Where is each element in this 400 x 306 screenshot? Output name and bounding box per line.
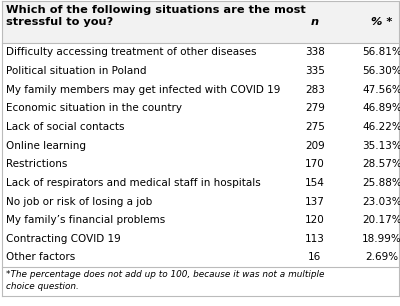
Text: 16: 16 [308, 252, 322, 263]
Text: 120: 120 [305, 215, 325, 225]
Text: 113: 113 [305, 234, 325, 244]
Text: No job or risk of losing a job: No job or risk of losing a job [6, 196, 153, 207]
Text: 56.81%: 56.81% [362, 47, 400, 57]
Text: 20.17%: 20.17% [362, 215, 400, 225]
Text: Economic situation in the country: Economic situation in the country [6, 103, 182, 113]
Text: Online learning: Online learning [6, 140, 86, 151]
Text: My family’s financial problems: My family’s financial problems [6, 215, 166, 225]
Text: 283: 283 [305, 84, 325, 95]
Text: 46.89%: 46.89% [362, 103, 400, 113]
Text: Which of the following situations are the most
stressful to you?: Which of the following situations are th… [6, 5, 306, 28]
Text: Contracting COVID 19: Contracting COVID 19 [6, 234, 121, 244]
Text: Other factors: Other factors [6, 252, 76, 263]
Text: 279: 279 [305, 103, 325, 113]
Text: 46.22%: 46.22% [362, 122, 400, 132]
Text: Restrictions: Restrictions [6, 159, 68, 169]
Text: Lack of respirators and medical staff in hospitals: Lack of respirators and medical staff in… [6, 178, 261, 188]
Text: 47.56%: 47.56% [362, 84, 400, 95]
Text: 18.99%: 18.99% [362, 234, 400, 244]
Text: My family members may get infected with COVID 19: My family members may get infected with … [6, 84, 281, 95]
Text: *The percentage does not add up to 100, because it was not a multiple
choice que: *The percentage does not add up to 100, … [6, 270, 325, 291]
Bar [2, 1, 399, 43]
Text: 338: 338 [305, 47, 325, 57]
Text: Lack of social contacts: Lack of social contacts [6, 122, 125, 132]
Text: Difficulty accessing treatment of other diseases: Difficulty accessing treatment of other … [6, 47, 257, 57]
Text: 209: 209 [305, 140, 325, 151]
Text: 35.13%: 35.13% [362, 140, 400, 151]
Text: 335: 335 [305, 66, 325, 76]
Text: 154: 154 [305, 178, 325, 188]
Text: n: n [311, 17, 319, 27]
Text: 275: 275 [305, 122, 325, 132]
Text: 56.30%: 56.30% [362, 66, 400, 76]
Text: 23.03%: 23.03% [362, 196, 400, 207]
Text: Political situation in Poland: Political situation in Poland [6, 66, 147, 76]
Text: 170: 170 [305, 159, 325, 169]
Text: 28.57%: 28.57% [362, 159, 400, 169]
Text: 25.88%: 25.88% [362, 178, 400, 188]
Text: % *: % * [371, 17, 393, 27]
Text: 137: 137 [305, 196, 325, 207]
Text: 2.69%: 2.69% [366, 252, 398, 263]
